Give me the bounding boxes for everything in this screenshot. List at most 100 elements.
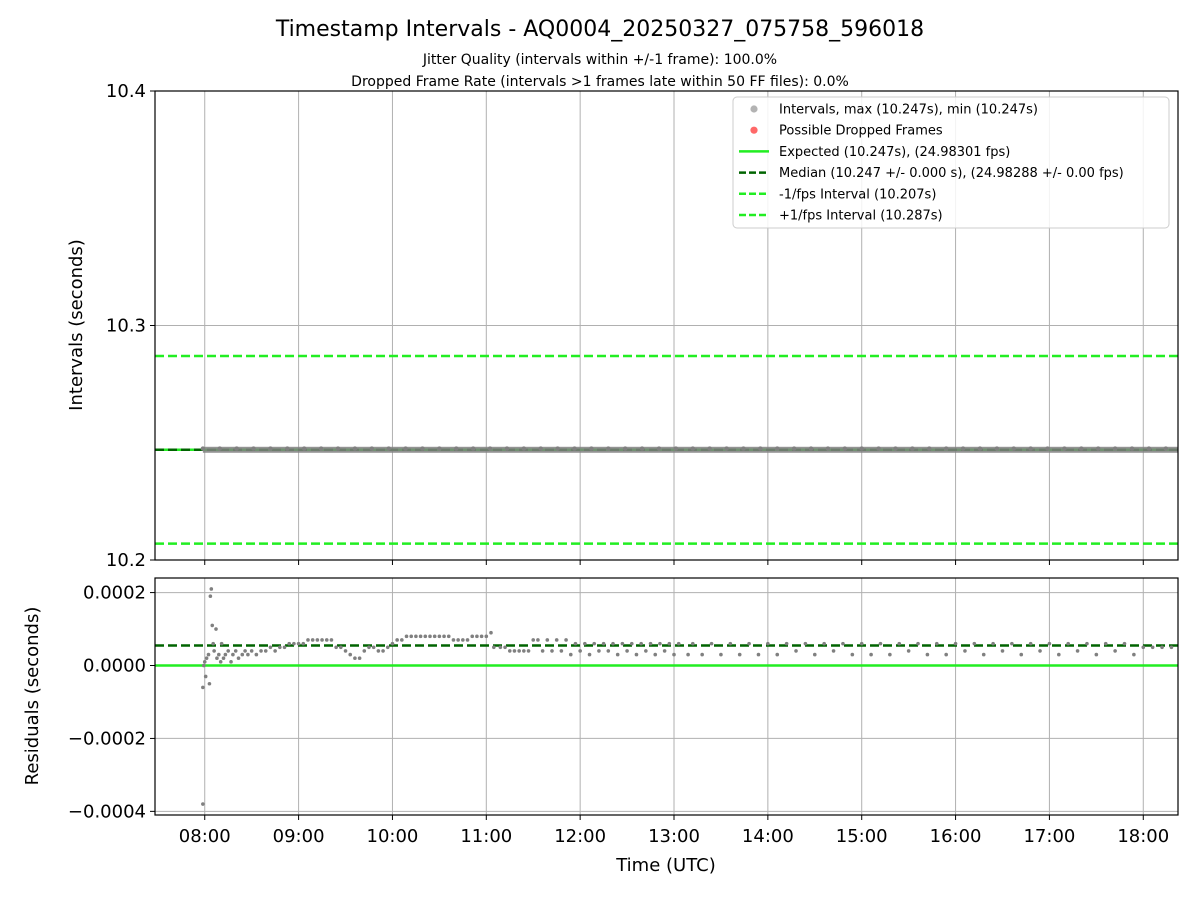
residual-point (479, 634, 484, 639)
x-tick-label: 12:00 (554, 826, 606, 847)
residual-point (446, 634, 451, 639)
intervals-y-tick-label: 10.4 (106, 81, 146, 102)
residual-point (625, 649, 629, 653)
x-tick-label: 09:00 (273, 826, 325, 847)
residual-point (554, 638, 559, 642)
interval-point (606, 446, 611, 451)
interval-point (1096, 446, 1101, 451)
residual-point (203, 674, 208, 679)
interval-point (842, 446, 848, 451)
residual-point (461, 638, 465, 642)
residual-point (587, 652, 592, 657)
residual-point (324, 638, 329, 642)
residual-point (583, 641, 587, 646)
figure-title: Timestamp Intervals - AQ0004_20250327_07… (275, 17, 924, 42)
residual-point (400, 638, 404, 642)
interval-point (302, 446, 307, 451)
residual-point (1113, 649, 1117, 653)
residual-point (615, 652, 620, 657)
residual-point (859, 641, 864, 646)
interval-point (504, 446, 510, 451)
interval-point (285, 446, 290, 451)
legend-entry-label: -1/fps Interval (10.207s) (779, 187, 936, 202)
residual-point (343, 649, 348, 653)
residual-point (601, 641, 606, 646)
residual-point (367, 645, 371, 650)
interval-point (690, 446, 695, 451)
interval-point (386, 446, 391, 451)
residual-point (357, 656, 362, 661)
residual-point (217, 652, 221, 657)
intervals-grid (155, 90, 1178, 565)
residual-point (644, 649, 648, 653)
interval-point (572, 446, 577, 451)
residuals-y-ticks: 0.0002 0.0000 −0.0002 −0.0004 (68, 583, 155, 822)
residual-point (658, 641, 662, 646)
residual-point (489, 630, 493, 635)
interval-point (369, 446, 375, 451)
residual-point (339, 645, 343, 650)
residual-point (214, 627, 218, 631)
interval-point (1062, 446, 1067, 451)
interval-point (656, 446, 662, 451)
residuals-x-ticks: 08:00 09:00 10:00 11:00 12:00 13:00 14:00 15:00… (179, 815, 1169, 847)
residual-point (395, 638, 399, 642)
residual-point (831, 649, 836, 653)
residual-point (667, 641, 672, 646)
x-tick-label: 08:00 (179, 826, 231, 847)
residual-point (991, 641, 995, 646)
residual-point (263, 649, 268, 653)
residual-point (362, 649, 367, 653)
x-tick-label: 18:00 (1117, 826, 1169, 847)
interval-point (1011, 446, 1016, 451)
residual-point (201, 685, 205, 690)
residual-point (423, 634, 428, 639)
x-tick-label: 10:00 (367, 826, 419, 847)
interval-point (200, 446, 206, 451)
residual-point (719, 652, 723, 657)
residual-point (850, 652, 855, 657)
residual-point (254, 652, 259, 657)
residual-point (545, 638, 550, 642)
legend-entry-label: Intervals, max (10.247s), min (10.247s) (779, 103, 1038, 118)
residual-point (215, 656, 219, 661)
residual-point (906, 649, 911, 653)
residuals-y-tick-label: 0.0002 (83, 583, 146, 604)
residual-point (243, 649, 247, 653)
residual-point (465, 638, 470, 642)
residual-point (728, 641, 733, 646)
residual-point (812, 652, 817, 657)
interval-point (893, 446, 898, 451)
residual-point (536, 638, 540, 642)
interval-point (352, 446, 358, 451)
residual-point (206, 652, 211, 657)
residual-point (794, 649, 798, 653)
interval-point (487, 446, 493, 451)
intervals-y-axis-label: Intervals (seconds) (66, 239, 87, 411)
interval-point (673, 446, 679, 451)
residual-point (803, 641, 808, 646)
interval-point (859, 446, 864, 451)
residual-point (246, 652, 250, 657)
residuals-reference-lines (155, 644, 1178, 667)
residual-point (1160, 645, 1164, 650)
residual-point (573, 641, 578, 646)
x-tick-label: 16:00 (930, 826, 982, 847)
residual-point (944, 652, 948, 657)
residual-point (578, 649, 582, 653)
interval-point (943, 446, 949, 451)
interval-point (977, 446, 983, 451)
residual-point (1047, 641, 1052, 646)
intervals-panel: 10.2 10.3 10.4 Intervals (seconds) Interva… (66, 81, 1179, 571)
interval-point (825, 446, 831, 451)
residual-point (559, 649, 564, 653)
residual-point (629, 641, 634, 646)
intervals-y-tick-label: 10.3 (106, 316, 146, 337)
residual-point (498, 645, 503, 650)
residual-point (1038, 649, 1042, 653)
residual-point (320, 638, 324, 642)
x-tick-label: 14:00 (742, 826, 794, 847)
legend-entry-label: Possible Dropped Frames (779, 124, 943, 139)
intervals-legend: Intervals, max (10.247s), min (10.247s) P… (732, 96, 1170, 229)
